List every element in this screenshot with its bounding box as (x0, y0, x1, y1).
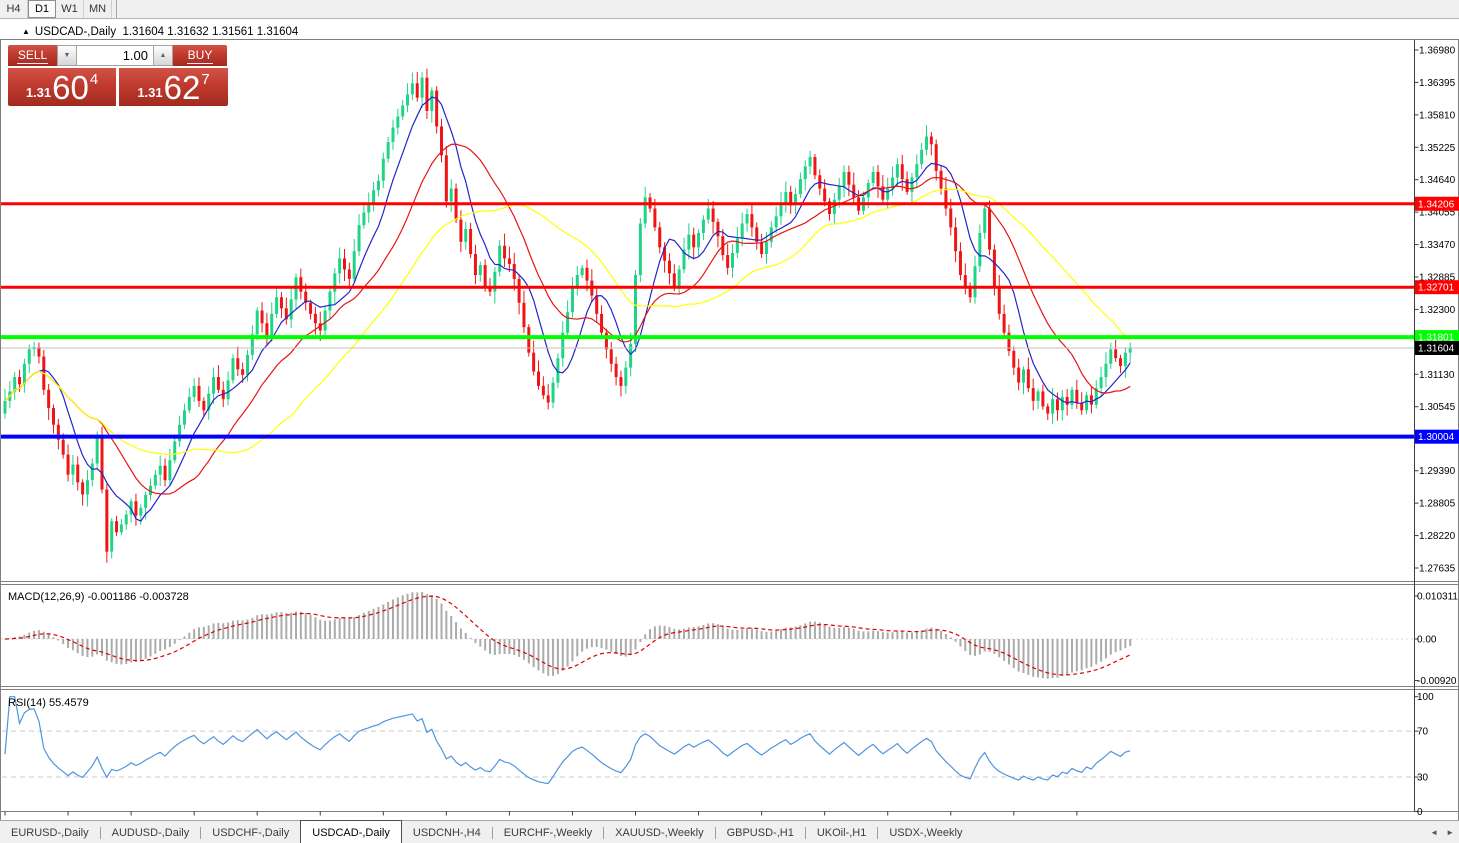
timeframe-button-h4[interactable]: H4 (0, 0, 28, 18)
chevron-up-icon: ▲ (159, 52, 167, 59)
svg-text:0.00: 0.00 (1417, 635, 1437, 646)
sell-price-prefix: 1.31 (25, 85, 52, 100)
buy-button[interactable]: BUY (173, 45, 227, 66)
chart-tab-bar: EURUSD-,Daily AUDUSD-,Daily USDCHF-,Daily U… (0, 820, 1459, 843)
svg-text:1.30545: 1.30545 (1419, 402, 1456, 413)
tab-separator (804, 826, 806, 839)
svg-text:1.34055: 1.34055 (1419, 208, 1456, 219)
svg-text:-0.00920: -0.00920 (1417, 676, 1457, 687)
sell-button-label: SELL (16, 47, 49, 64)
timeframe-toolbar: H4 D1 W1 MN (0, 0, 1459, 19)
svg-text:1.28220: 1.28220 (1419, 531, 1456, 542)
svg-text:1.36395: 1.36395 (1419, 78, 1456, 89)
tab-separator (714, 826, 716, 839)
buy-button-label: BUY (186, 47, 214, 64)
tab-eurusd-daily[interactable]: EURUSD-,Daily (11, 826, 89, 839)
volume-increase-button[interactable]: ▲ (153, 45, 173, 66)
tab-scroll-arrows: ◄ ► (1430, 821, 1454, 843)
svg-text:1.35225: 1.35225 (1419, 143, 1456, 154)
collapse-arrow-icon[interactable]: ▲ (22, 27, 30, 36)
svg-text:1.34640: 1.34640 (1419, 175, 1456, 186)
timeframe-button-mn[interactable]: MN (84, 0, 112, 18)
svg-text:1.28805: 1.28805 (1419, 499, 1456, 510)
buy-price-big: 62 (163, 69, 201, 106)
svg-text:0: 0 (1417, 807, 1423, 818)
tab-scroll-left-icon[interactable]: ◄ (1430, 828, 1439, 837)
svg-text:MACD(12,26,9) -0.001186 -0.003: MACD(12,26,9) -0.001186 -0.003728 (8, 591, 189, 603)
tab-separator (99, 826, 101, 839)
tab-usdchf-daily[interactable]: USDCHF-,Daily (212, 826, 290, 839)
svg-text:1.32300: 1.32300 (1419, 305, 1456, 316)
sell-price-sup: 4 (89, 71, 99, 88)
chevron-down-icon: ▼ (63, 52, 71, 59)
buy-price-display[interactable]: 1.31 62 7 (119, 68, 228, 106)
svg-text:100: 100 (1417, 692, 1434, 703)
ohlc-quote: 1.31604 1.31632 1.31561 1.31604 (122, 26, 299, 38)
timeframe-button-d1[interactable]: D1 (28, 0, 56, 18)
tab-scroll-right-icon[interactable]: ► (1446, 828, 1454, 837)
tab-usdcad-daily[interactable]: USDCAD-,Daily (300, 820, 402, 843)
svg-text:1.27635: 1.27635 (1419, 564, 1456, 575)
svg-text:1.32885: 1.32885 (1419, 272, 1456, 283)
volume-decrease-button[interactable]: ▼ (57, 45, 77, 66)
tab-audusd-daily[interactable]: AUDUSD-,Daily (111, 826, 190, 839)
svg-text:1.29390: 1.29390 (1419, 466, 1456, 477)
svg-text:1.31801: 1.31801 (1418, 333, 1455, 344)
tab-separator (200, 826, 202, 839)
svg-text:1.30004: 1.30004 (1418, 432, 1455, 443)
one-click-trading-panel: SELL ▼ ▲ BUY 1.31 60 4 1.31 62 7 (8, 45, 228, 106)
sell-price-display[interactable]: 1.31 60 4 (8, 68, 116, 106)
buy-price-sup: 7 (201, 71, 210, 88)
svg-text:1.32701: 1.32701 (1418, 283, 1455, 294)
chart-canvas: 1.36980 1.36395 1.35810 1.35225 1.34640 1.340… (0, 39, 1459, 838)
tab-xauusd-weekly[interactable]: XAUUSD-,Weekly (615, 826, 704, 839)
volume-input[interactable] (77, 45, 153, 66)
tab-eurchf-weekly[interactable]: EURCHF-,Weekly (503, 826, 593, 839)
tab-gbpusd-h1[interactable]: GBPUSD-,H1 (726, 826, 794, 839)
tab-usdx-weekly[interactable]: USDX-,Weekly (889, 826, 963, 839)
tab-separator (603, 826, 605, 839)
timeframe-button-w1[interactable]: W1 (56, 0, 84, 18)
svg-text:RSI(14) 55.4579: RSI(14) 55.4579 (8, 697, 89, 709)
tab-separator (491, 826, 493, 839)
buy-price-prefix: 1.31 (137, 85, 163, 100)
svg-text:1.35810: 1.35810 (1419, 110, 1456, 121)
svg-text:1.33470: 1.33470 (1419, 240, 1456, 251)
symbol-title: USDCAD-,Daily (34, 26, 117, 38)
sell-button[interactable]: SELL (8, 45, 57, 66)
svg-text:1.31130: 1.31130 (1419, 370, 1455, 381)
svg-text:1.36980: 1.36980 (1419, 46, 1456, 57)
sell-price-big: 60 (52, 69, 89, 106)
svg-text:70: 70 (1417, 727, 1429, 738)
tab-ukoil-h1[interactable]: UKOil-,H1 (816, 826, 867, 839)
svg-text:1.34206: 1.34206 (1418, 199, 1455, 210)
svg-text:0.010311: 0.010311 (1417, 592, 1458, 603)
svg-text:30: 30 (1417, 773, 1429, 784)
chart-area[interactable]: 1.36980 1.36395 1.35810 1.35225 1.34640 1.340… (0, 19, 1459, 838)
tab-separator (877, 826, 879, 839)
tab-usdcnh-h4[interactable]: USDCNH-,H4 (412, 826, 481, 839)
chart-title: ▲ USDCAD-,Daily 1.31604 1.31632 1.31561 1… (22, 26, 298, 38)
toolbar-separator (112, 0, 117, 18)
svg-text:1.31604: 1.31604 (1418, 343, 1455, 354)
